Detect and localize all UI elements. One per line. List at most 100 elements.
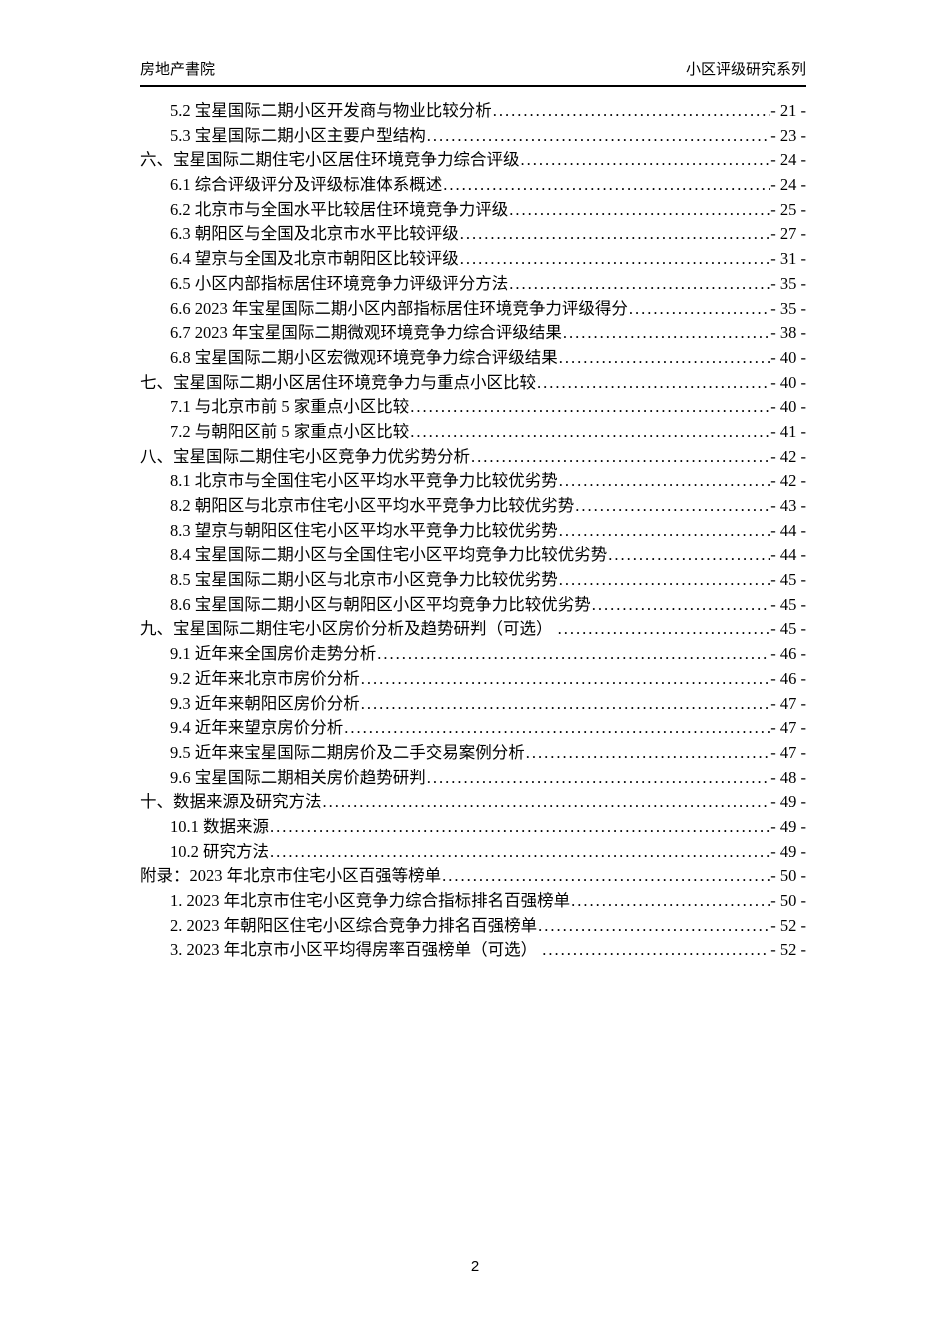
- toc-entry-page: - 35 -: [770, 273, 806, 293]
- toc-entry[interactable]: 10.1 数据来源 - 49 -: [140, 815, 806, 840]
- toc-entry[interactable]: 9.6 宝星国际二期相关房价趋势研判 - 48 -: [140, 766, 806, 791]
- toc-entry-label: 6.3 朝阳区与全国及北京市水平比较评级: [170, 224, 459, 244]
- toc-entry[interactable]: 7.2 与朝阳区前 5 家重点小区比较 - 41 -: [140, 420, 806, 445]
- page-number: 2: [470, 1258, 480, 1275]
- page-footer: 2: [0, 1258, 950, 1275]
- toc-leader-dots: [460, 222, 771, 247]
- toc-entry[interactable]: 九、宝星国际二期住宅小区房价分析及趋势研判（可选） - 45 -: [140, 617, 806, 642]
- toc-entry-label: 9.4 近年来望京房价分析: [170, 718, 344, 738]
- toc-entry[interactable]: 5.3 宝星国际二期小区主要户型结构 - 23 -: [140, 124, 806, 149]
- toc-entry-label: 6.7 2023 年宝星国际二期微观环境竞争力综合评级结果: [170, 323, 562, 343]
- toc-entry-page: - 27 -: [770, 224, 806, 244]
- toc-entry[interactable]: 6.2 北京市与全国水平比较居住环境竞争力评级 - 25 -: [140, 198, 806, 223]
- toc-entry[interactable]: 8.4 宝星国际二期小区与全国住宅小区平均竞争力比较优劣势 - 44 -: [140, 543, 806, 568]
- toc-entry-label: 9.5 近年来宝星国际二期房价及二手交易案例分析: [170, 742, 525, 762]
- toc-entry-label: 8.4 宝星国际二期小区与全国住宅小区平均竞争力比较优劣势: [170, 545, 608, 565]
- toc-leader-dots: [460, 247, 771, 272]
- toc-entry[interactable]: 6.4 望京与全国及北京市朝阳区比较评级 - 31 -: [140, 247, 806, 272]
- toc-entry[interactable]: 8.1 北京市与全国住宅小区平均水平竞争力比较优劣势 - 42 -: [140, 469, 806, 494]
- toc-entry-label: 6.6 2023 年宝星国际二期小区内部指标居住环境竞争力评级得分: [170, 298, 628, 318]
- toc-entry-label: 八、宝星国际二期住宅小区竞争力优劣势分析: [140, 446, 470, 466]
- toc-leader-dots: [629, 297, 770, 322]
- toc-leader-dots: [427, 124, 771, 149]
- toc-entry[interactable]: 7.1 与北京市前 5 家重点小区比较 - 40 -: [140, 395, 806, 420]
- toc-leader-dots: [270, 815, 770, 840]
- toc-leader-dots: [509, 272, 770, 297]
- toc-leader-dots: [270, 840, 770, 865]
- toc-entry-label: 1. 2023 年北京市住宅小区竞争力综合指标排名百强榜单: [170, 891, 571, 910]
- toc-entry[interactable]: 6.7 2023 年宝星国际二期微观环境竞争力综合评级结果 - 38 -: [140, 321, 806, 346]
- toc-leader-dots: [344, 716, 770, 741]
- toc-entry[interactable]: 6.5 小区内部指标居住环境竞争力评级评分方法 - 35 -: [140, 272, 806, 297]
- toc-entry-label: 8.5 宝星国际二期小区与北京市小区竞争力比较优劣势: [170, 570, 558, 590]
- toc-entry-page: - 45 -: [770, 594, 806, 614]
- toc-leader-dots: [526, 741, 771, 766]
- toc-entry-label: 九、宝星国际二期住宅小区房价分析及趋势研判（可选）: [140, 619, 557, 639]
- toc-entry-page: - 23 -: [770, 125, 806, 145]
- toc-entry-label: 8.1 北京市与全国住宅小区平均水平竞争力比较优劣势: [170, 471, 558, 491]
- toc-entry-label: 十、数据来源及研究方法: [140, 792, 322, 812]
- toc-entry[interactable]: 6.1 综合评级评分及评级标准体系概述 - 24 -: [140, 173, 806, 198]
- toc-leader-dots: [575, 494, 770, 519]
- toc-entry-label: 7.1 与北京市前 5 家重点小区比较: [170, 397, 410, 417]
- page-header: 房地产書院 小区评级研究系列: [140, 60, 806, 87]
- toc-entry[interactable]: 9.1 近年来全国房价走势分析 - 46 -: [140, 642, 806, 667]
- toc-entry-label: 6.1 综合评级评分及评级标准体系概述: [170, 175, 443, 195]
- toc-entry[interactable]: 2. 2023 年朝阳区住宅小区综合竞争力排名百强榜单 - 52 -: [140, 914, 806, 939]
- toc-entry-page: - 49 -: [770, 841, 806, 861]
- toc-entry[interactable]: 6.3 朝阳区与全国及北京市水平比较评级 - 27 -: [140, 222, 806, 247]
- toc-entry-page: - 44 -: [770, 520, 806, 540]
- toc-entry[interactable]: 8.5 宝星国际二期小区与北京市小区竞争力比较优劣势 - 45 -: [140, 568, 806, 593]
- toc-entry-page: - 21 -: [770, 101, 806, 120]
- toc-entry-page: - 31 -: [770, 249, 806, 269]
- toc-leader-dots: [361, 692, 771, 717]
- toc-entry-page: - 48 -: [770, 767, 806, 787]
- table-of-contents: 5.2 宝星国际二期小区开发商与物业比较分析 - 21 - 5.3 宝星国际二期…: [140, 99, 806, 963]
- toc-entry-page: - 25 -: [770, 199, 806, 219]
- toc-leader-dots: [571, 889, 770, 914]
- toc-leader-dots: [410, 395, 770, 420]
- toc-entry[interactable]: 七、宝星国际二期小区居住环境竞争力与重点小区比较 - 40 -: [140, 371, 806, 396]
- toc-entry-label: 9.3 近年来朝阳区房价分析: [170, 693, 360, 713]
- toc-leader-dots: [410, 420, 770, 445]
- toc-entry-page: - 52 -: [770, 915, 806, 935]
- toc-entry[interactable]: 8.3 望京与朝阳区住宅小区平均水平竞争力比较优劣势 - 44 -: [140, 519, 806, 544]
- toc-entry-page: - 47 -: [770, 742, 806, 762]
- toc-entry[interactable]: 附录：2023 年北京市住宅小区百强等榜单 - 50 -: [140, 864, 806, 889]
- toc-entry-label: 6.8 宝星国际二期小区宏微观环境竞争力综合评级结果: [170, 347, 558, 367]
- toc-leader-dots: [592, 593, 771, 618]
- toc-entry[interactable]: 9.2 近年来北京市房价分析 - 46 -: [140, 667, 806, 692]
- toc-entry[interactable]: 9.4 近年来望京房价分析 - 47 -: [140, 716, 806, 741]
- toc-leader-dots: [542, 938, 770, 963]
- toc-entry[interactable]: 3. 2023 年北京市小区平均得房率百强榜单（可选） - 52 -: [140, 938, 806, 963]
- toc-entry-label: 8.6 宝星国际二期小区与朝阳区小区平均竞争力比较优劣势: [170, 594, 591, 614]
- toc-entry-label: 9.2 近年来北京市房价分析: [170, 668, 360, 688]
- toc-leader-dots: [538, 914, 770, 939]
- toc-entry[interactable]: 9.5 近年来宝星国际二期房价及二手交易案例分析 - 47 -: [140, 741, 806, 766]
- toc-entry-page: - 46 -: [770, 668, 806, 688]
- toc-entry-page: - 35 -: [770, 298, 806, 318]
- toc-entry-label: 7.2 与朝阳区前 5 家重点小区比较: [170, 421, 410, 441]
- toc-entry[interactable]: 8.2 朝阳区与北京市住宅小区平均水平竞争力比较优劣势 - 43 -: [140, 494, 806, 519]
- toc-entry[interactable]: 1. 2023 年北京市住宅小区竞争力综合指标排名百强榜单 - 50 -: [140, 889, 806, 914]
- toc-entry-label: 6.2 北京市与全国水平比较居住环境竞争力评级: [170, 199, 509, 219]
- toc-entry[interactable]: 6.8 宝星国际二期小区宏微观环境竞争力综合评级结果 - 40 -: [140, 346, 806, 371]
- toc-entry-label: 5.3 宝星国际二期小区主要户型结构: [170, 125, 426, 145]
- toc-entry[interactable]: 6.6 2023 年宝星国际二期小区内部指标居住环境竞争力评级得分 - 35 -: [140, 297, 806, 322]
- toc-entry[interactable]: 9.3 近年来朝阳区房价分析 - 47 -: [140, 692, 806, 717]
- toc-entry-label: 8.3 望京与朝阳区住宅小区平均水平竞争力比较优劣势: [170, 520, 558, 540]
- toc-entry-label: 6.4 望京与全国及北京市朝阳区比较评级: [170, 249, 459, 269]
- toc-entry-page: - 43 -: [770, 496, 806, 515]
- toc-entry[interactable]: 六、宝星国际二期住宅小区居住环境竞争力综合评级 - 24 -: [140, 148, 806, 173]
- toc-entry[interactable]: 十、数据来源及研究方法 - 49 -: [140, 790, 806, 815]
- toc-entry-page: - 44 -: [770, 545, 806, 565]
- toc-entry[interactable]: 10.2 研究方法 - 49 -: [140, 840, 806, 865]
- toc-entry-page: - 49 -: [770, 792, 806, 812]
- toc-entry[interactable]: 八、宝星国际二期住宅小区竞争力优劣势分析 - 42 -: [140, 445, 806, 470]
- toc-entry[interactable]: 5.2 宝星国际二期小区开发商与物业比较分析 - 21 -: [140, 99, 806, 124]
- toc-entry-page: - 45 -: [770, 570, 806, 590]
- toc-entry-page: - 42 -: [770, 471, 806, 491]
- toc-entry-page: - 49 -: [770, 816, 806, 836]
- toc-leader-dots: [323, 790, 771, 815]
- toc-entry[interactable]: 8.6 宝星国际二期小区与朝阳区小区平均竞争力比较优劣势 - 45 -: [140, 593, 806, 618]
